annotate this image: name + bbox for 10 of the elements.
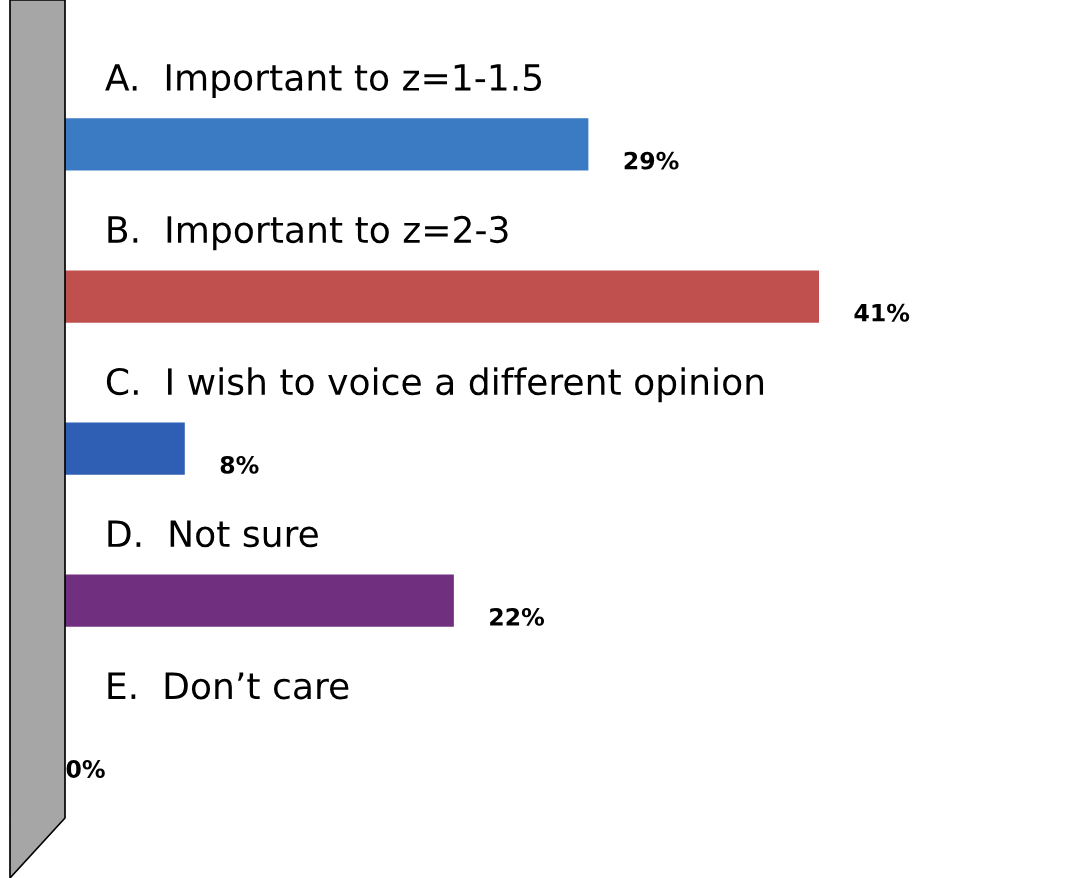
y-tick-label: A. Important to z=1-1.5 xyxy=(105,64,542,99)
y-tick-label: E. Don’t care xyxy=(108,672,349,700)
data-label: 29% xyxy=(624,151,679,170)
data-label: 0% xyxy=(66,760,105,778)
data-label: 22% xyxy=(490,607,545,626)
data-label: 8% xyxy=(220,455,259,474)
y-tick-label: C. I wish to voice a different opinion xyxy=(106,367,764,403)
y-tick-label: B. Important to z=2-3 xyxy=(108,215,508,251)
y-tick-label: D. Not sure xyxy=(108,520,318,548)
data-label: 41% xyxy=(854,303,910,322)
